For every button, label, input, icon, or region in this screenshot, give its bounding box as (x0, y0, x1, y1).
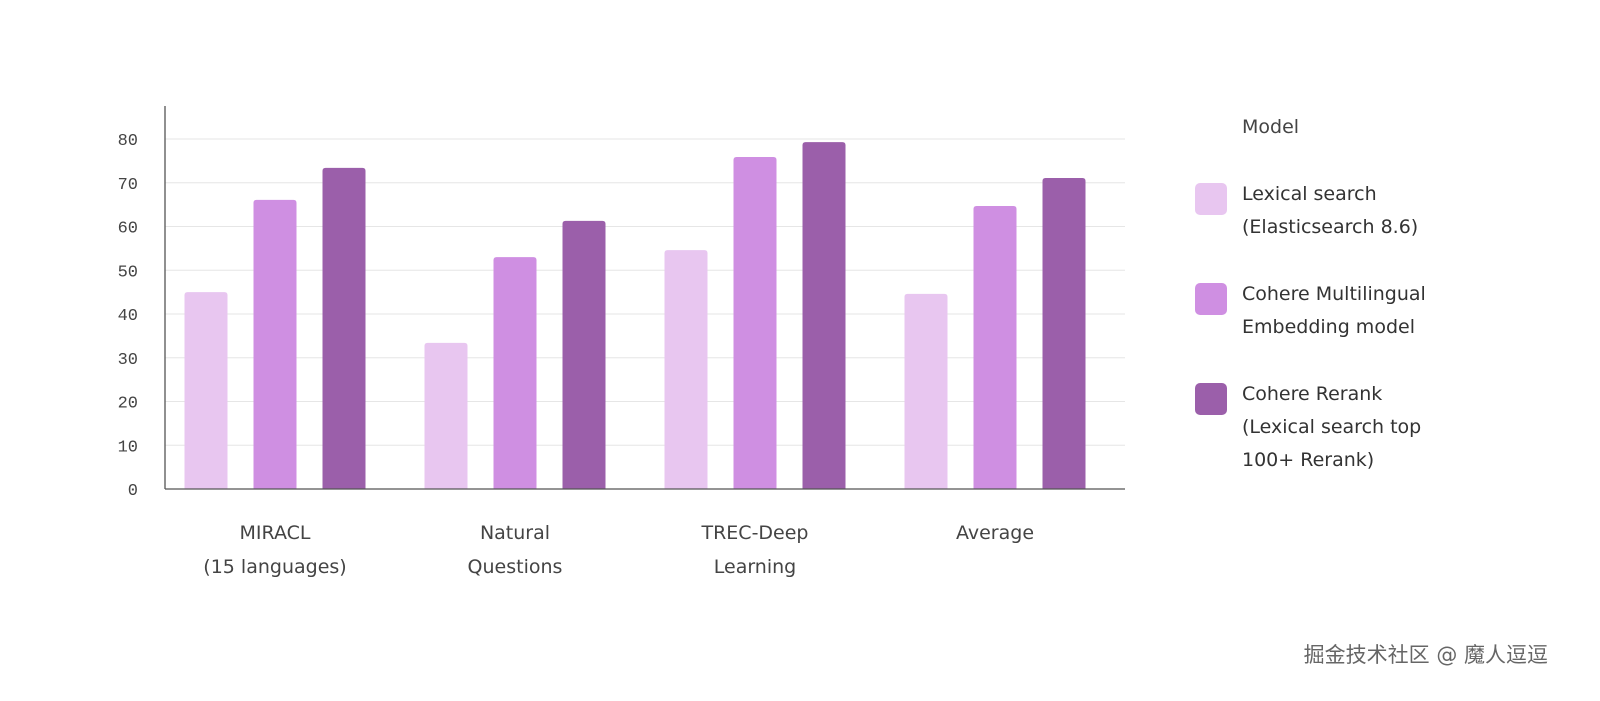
y-tick-label: 50 (118, 263, 138, 282)
y-tick-label: 80 (118, 132, 138, 151)
bar-1-3 (973, 205, 1017, 489)
bar-0-2 (664, 250, 708, 489)
y-tick-label: 60 (118, 220, 138, 239)
bar-2-0 (322, 167, 366, 489)
bar-1-2 (733, 156, 777, 489)
category-label: (15 languages) (203, 556, 346, 578)
legend-swatch (1195, 383, 1227, 415)
legend-swatch (1195, 183, 1227, 215)
category-label: TREC-Deep (700, 522, 808, 544)
category-label: Natural (480, 522, 550, 544)
y-tick-label: 30 (118, 351, 138, 370)
category-label: Questions (468, 556, 563, 578)
legend-label: Cohere Rerank (1242, 383, 1382, 405)
category-label: MIRACL (240, 522, 311, 544)
legend-label: 100+ Rerank) (1242, 449, 1374, 471)
y-tick-label: 0 (128, 482, 138, 501)
legend-swatch (1195, 283, 1227, 315)
category-label: Learning (714, 556, 797, 578)
watermark: 掘金技术社区 @ 魔人逗逗 (1304, 643, 1548, 667)
bar-1-1 (493, 257, 537, 489)
bar-2-1 (562, 220, 606, 489)
y-tick-label: 40 (118, 307, 138, 326)
y-tick-label: 20 (118, 395, 138, 414)
category-label: Average (956, 522, 1034, 544)
bar-0-1 (424, 342, 468, 489)
y-tick-label: 70 (118, 176, 138, 195)
legend-label: Cohere Multilingual (1242, 283, 1426, 305)
bar-1-0 (253, 199, 297, 489)
y-tick-label: 10 (118, 438, 138, 457)
bar-0-0 (184, 292, 228, 489)
legend-label: Lexical search (1242, 183, 1377, 205)
legend-label: (Elasticsearch 8.6) (1242, 216, 1418, 238)
legend-label: Embedding model (1242, 316, 1415, 338)
legend-title: Model (1242, 116, 1299, 138)
bar-2-3 (1042, 177, 1086, 489)
legend-label: (Lexical search top (1242, 416, 1421, 438)
bar-2-2 (802, 142, 846, 489)
bar-0-3 (904, 293, 948, 489)
